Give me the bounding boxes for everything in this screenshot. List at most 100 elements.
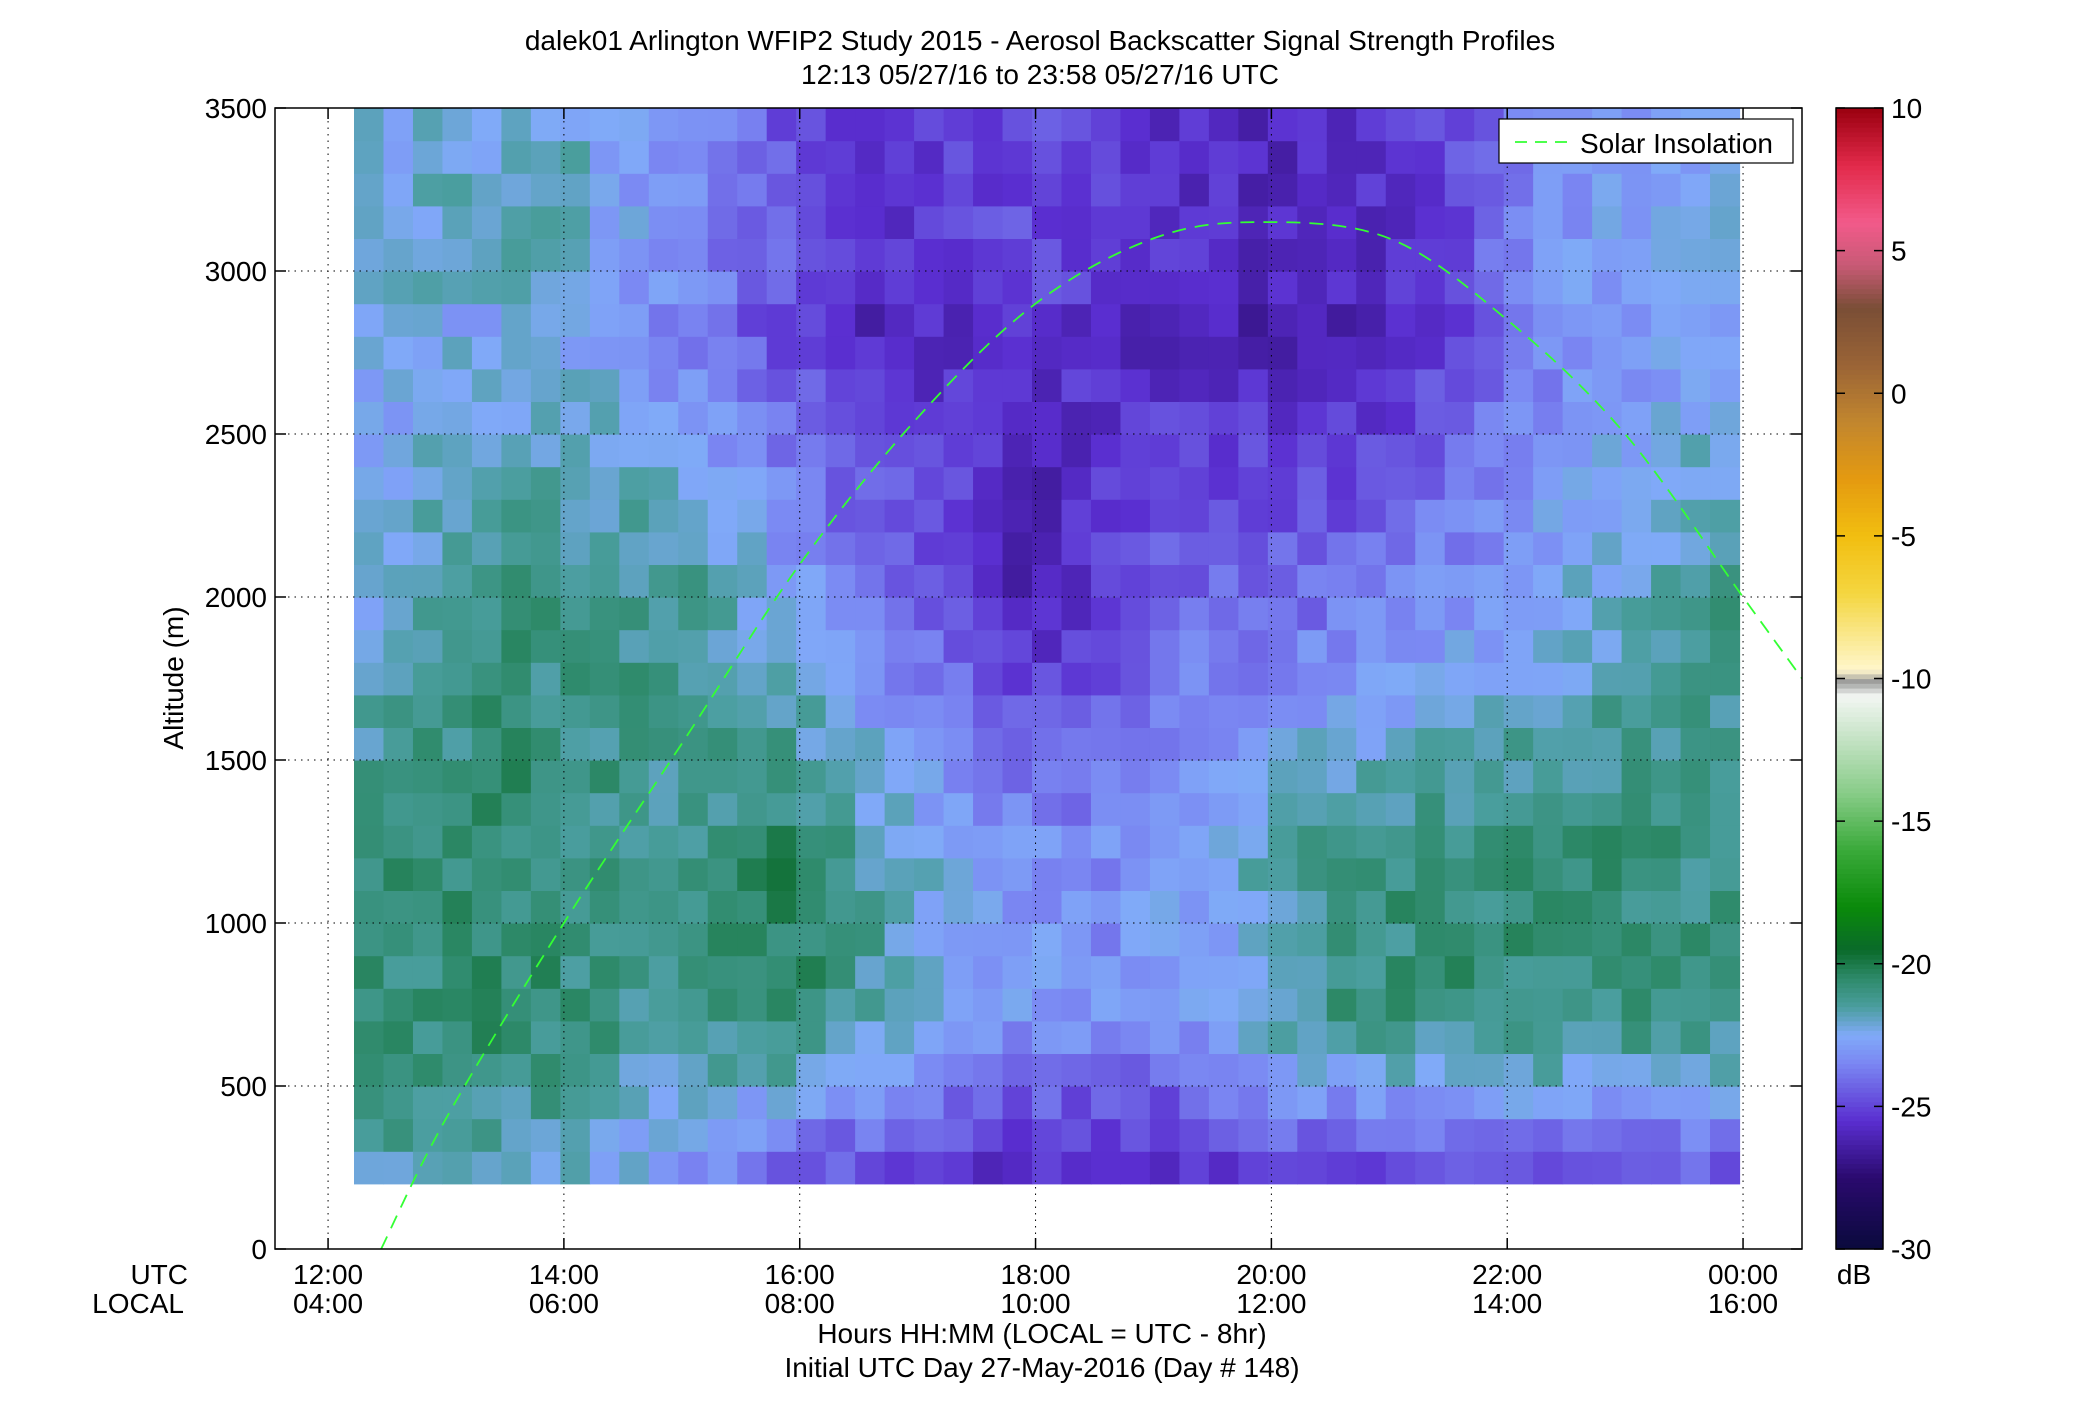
colorbar-tick-label: -20 xyxy=(1891,949,1931,980)
heatmap-cell xyxy=(619,1118,650,1152)
heatmap-cell xyxy=(1179,923,1210,957)
heatmap-cell xyxy=(914,1118,945,1152)
heatmap-cell xyxy=(530,205,561,239)
colorbar-cell xyxy=(1836,321,1883,328)
heatmap-cell xyxy=(412,336,444,370)
colorbar-cell xyxy=(1836,873,1883,879)
colorbar-cell xyxy=(1836,412,1883,418)
heatmap-cell xyxy=(796,368,827,402)
heatmap-cell xyxy=(354,271,385,305)
heatmap-cell xyxy=(825,434,856,468)
colorbar-cell xyxy=(1836,997,1883,1003)
heatmap-cell xyxy=(1592,629,1623,663)
heatmap-cell xyxy=(1238,629,1269,663)
heatmap-cell xyxy=(796,303,827,337)
colorbar-cell xyxy=(1836,464,1883,470)
heatmap-cell xyxy=(1651,792,1682,826)
heatmap-cell xyxy=(412,923,444,957)
heatmap-cell xyxy=(619,857,650,891)
heatmap-cell xyxy=(1562,564,1593,598)
heatmap-cell xyxy=(1444,466,1475,500)
heatmap-cell xyxy=(619,564,650,598)
heatmap-cell xyxy=(1090,955,1122,989)
heatmap-cell xyxy=(1385,531,1416,565)
heatmap-cell xyxy=(354,564,385,598)
heatmap-cell xyxy=(589,1151,620,1185)
heatmap-cell xyxy=(589,368,620,402)
colorbar-cell xyxy=(1836,478,1883,485)
heatmap-cell xyxy=(560,434,591,468)
heatmap-cell xyxy=(884,271,915,305)
heatmap-cell xyxy=(707,564,738,598)
heatmap-cell xyxy=(1533,1118,1564,1152)
heatmap-cell xyxy=(1238,1086,1269,1120)
heatmap-cell xyxy=(1651,857,1682,891)
heatmap-cell xyxy=(471,499,502,533)
heatmap-cell xyxy=(737,1086,768,1120)
heatmap-cell xyxy=(530,531,561,565)
x-tick-label-local: 10:00 xyxy=(1001,1288,1071,1319)
heatmap-cell xyxy=(442,205,473,239)
heatmap-cell xyxy=(1267,303,1298,337)
heatmap-cell xyxy=(1208,173,1239,207)
heatmap-cell xyxy=(825,531,856,565)
heatmap-cell xyxy=(1533,923,1564,957)
heatmap-cell xyxy=(354,1086,385,1120)
heatmap-cell xyxy=(1474,564,1505,598)
heatmap-cell xyxy=(1621,531,1652,565)
heatmap-cell xyxy=(678,303,709,337)
colorbar-cell xyxy=(1836,1125,1883,1131)
heatmap-cell xyxy=(1444,857,1475,891)
heatmap-cell xyxy=(1002,792,1033,826)
heatmap-cell xyxy=(1710,988,1741,1022)
heatmap-cell xyxy=(914,238,945,272)
colorbar-tick-label: -30 xyxy=(1891,1234,1931,1265)
heatmap-cell xyxy=(412,434,444,468)
colorbar-cell xyxy=(1836,307,1883,314)
legend-box xyxy=(1498,118,1794,164)
heatmap-cell xyxy=(1208,336,1239,370)
heatmap-cell xyxy=(1326,271,1357,305)
colorbar-cell xyxy=(1836,1016,1883,1022)
heatmap-cell xyxy=(1149,629,1181,663)
heatmap-cell xyxy=(530,271,561,305)
heatmap-cell xyxy=(648,531,679,565)
heatmap-cell xyxy=(855,988,886,1022)
heatmap-cell xyxy=(442,564,473,598)
x-tick-label-utc: 22:00 xyxy=(1472,1259,1542,1290)
heatmap-cell xyxy=(1621,857,1652,891)
heatmap-cell xyxy=(1297,303,1328,337)
heatmap-cell xyxy=(884,140,915,174)
heatmap-cell xyxy=(619,336,650,370)
heatmap-cell xyxy=(1149,271,1181,305)
heatmap-cell xyxy=(1533,1151,1564,1185)
heatmap-cell xyxy=(737,173,768,207)
heatmap-cell xyxy=(383,205,414,239)
heatmap-cell xyxy=(1208,792,1239,826)
heatmap-cell xyxy=(1002,988,1033,1022)
heatmap-cell xyxy=(1356,368,1387,402)
heatmap-cell xyxy=(707,955,738,989)
colorbar-cell xyxy=(1836,174,1883,180)
heatmap-cell xyxy=(560,1151,591,1185)
heatmap-cell xyxy=(1238,140,1269,174)
heatmap-cell xyxy=(501,825,532,859)
heatmap-cell xyxy=(1444,955,1475,989)
heatmap-cell xyxy=(1208,760,1239,794)
heatmap-cell xyxy=(501,434,532,468)
colorbar-cell xyxy=(1836,1044,1883,1050)
heatmap-cell xyxy=(1680,760,1711,794)
chart-footnote: Initial UTC Day 27-May-2016 (Day # 148) xyxy=(784,1352,1299,1383)
colorbar-cell xyxy=(1836,735,1883,741)
colorbar-cell xyxy=(1836,1182,1883,1188)
heatmap-cell xyxy=(1061,401,1092,435)
heatmap-cell xyxy=(1651,1053,1682,1087)
heatmap-cells xyxy=(354,108,1741,1185)
heatmap-cell xyxy=(1680,1086,1711,1120)
heatmap-cell xyxy=(973,1086,1004,1120)
heatmap-cell xyxy=(1120,597,1151,631)
heatmap-cell xyxy=(1208,857,1239,891)
heatmap-cell xyxy=(1562,923,1593,957)
heatmap-cell xyxy=(1002,238,1033,272)
heatmap-cell xyxy=(678,890,709,924)
